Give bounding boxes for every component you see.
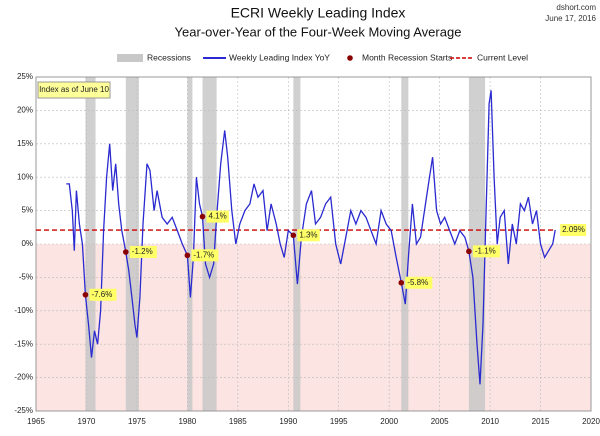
legend-label: Month Recession Starts	[362, 52, 452, 62]
point-label: -1.2%	[132, 247, 153, 256]
recession-start-point	[82, 291, 89, 298]
source: dshort.com	[556, 3, 596, 12]
x-tick-label: 2015	[532, 417, 550, 426]
y-tick-label: 15%	[17, 139, 33, 148]
point-label-bg	[472, 245, 500, 258]
x-tick-label: 2020	[582, 417, 600, 426]
negative-zone	[36, 244, 591, 411]
x-tick-label: 1995	[330, 417, 348, 426]
x-tick-label: 1990	[279, 417, 297, 426]
recession-start-point	[466, 248, 472, 255]
x-tick-label: 2010	[481, 417, 499, 426]
point-label-bg	[297, 229, 320, 242]
x-tick-label: 1975	[128, 417, 146, 426]
x-tick-label: 1985	[229, 417, 247, 426]
point-label-bg	[191, 249, 219, 262]
point-label: -1.1%	[475, 246, 496, 255]
point-label: -5.8%	[407, 278, 428, 287]
note: Index as of June 10	[39, 85, 109, 94]
y-tick-label: -25%	[14, 406, 33, 415]
date: June 17, 2016	[545, 14, 596, 23]
recession-band	[85, 77, 96, 411]
y-tick-label: 20%	[17, 106, 33, 115]
plot-border	[35, 76, 592, 412]
point-label: -1.7%	[193, 250, 214, 259]
recession-start-point	[123, 249, 129, 255]
legend-swatch	[117, 54, 143, 62]
y-tick-label: 10%	[17, 172, 33, 181]
point-label-bg	[89, 288, 117, 301]
y-tick-label: 5%	[21, 206, 33, 215]
legend-label: Weekly Leading Index YoY	[229, 52, 330, 62]
note-box	[37, 81, 111, 99]
legend-label: Recessions	[147, 52, 191, 62]
x-tick-label: 2005	[431, 417, 449, 426]
chart-subtitle: Year-over-Year of the Four-Week Moving A…	[175, 24, 462, 39]
y-tick-label: -20%	[14, 373, 33, 382]
recession-start-point	[184, 252, 191, 259]
x-tick-label: 2000	[380, 417, 398, 426]
x-tick-label: 1965	[27, 417, 45, 426]
current-level-label-bg	[560, 224, 587, 237]
x-tick-label: 1970	[78, 417, 96, 426]
y-tick-label: -5%	[19, 273, 33, 282]
point-label: 4.1%	[209, 212, 227, 221]
point-label: -7.6%	[91, 290, 112, 299]
recession-start-point	[290, 232, 297, 239]
y-tick-label: 0%	[21, 239, 33, 248]
legend-label: Current Level	[477, 52, 528, 62]
point-label-bg	[405, 276, 433, 289]
series-line	[66, 90, 556, 385]
y-tick-label: -15%	[14, 339, 33, 348]
x-tick-label: 1980	[178, 417, 196, 426]
y-tick-label: 25%	[17, 72, 33, 81]
point-label: 1.3%	[299, 230, 317, 239]
point-label-bg	[206, 210, 229, 223]
recession-start-point	[199, 213, 206, 220]
recession-start-point	[398, 279, 405, 286]
y-tick-label: -10%	[14, 306, 33, 315]
chart-title: ECRI Weekly Leading Index	[231, 5, 406, 21]
point-label-bg	[129, 246, 157, 259]
current-level-label: 2.09%	[562, 225, 585, 234]
legend-swatch	[347, 55, 353, 61]
